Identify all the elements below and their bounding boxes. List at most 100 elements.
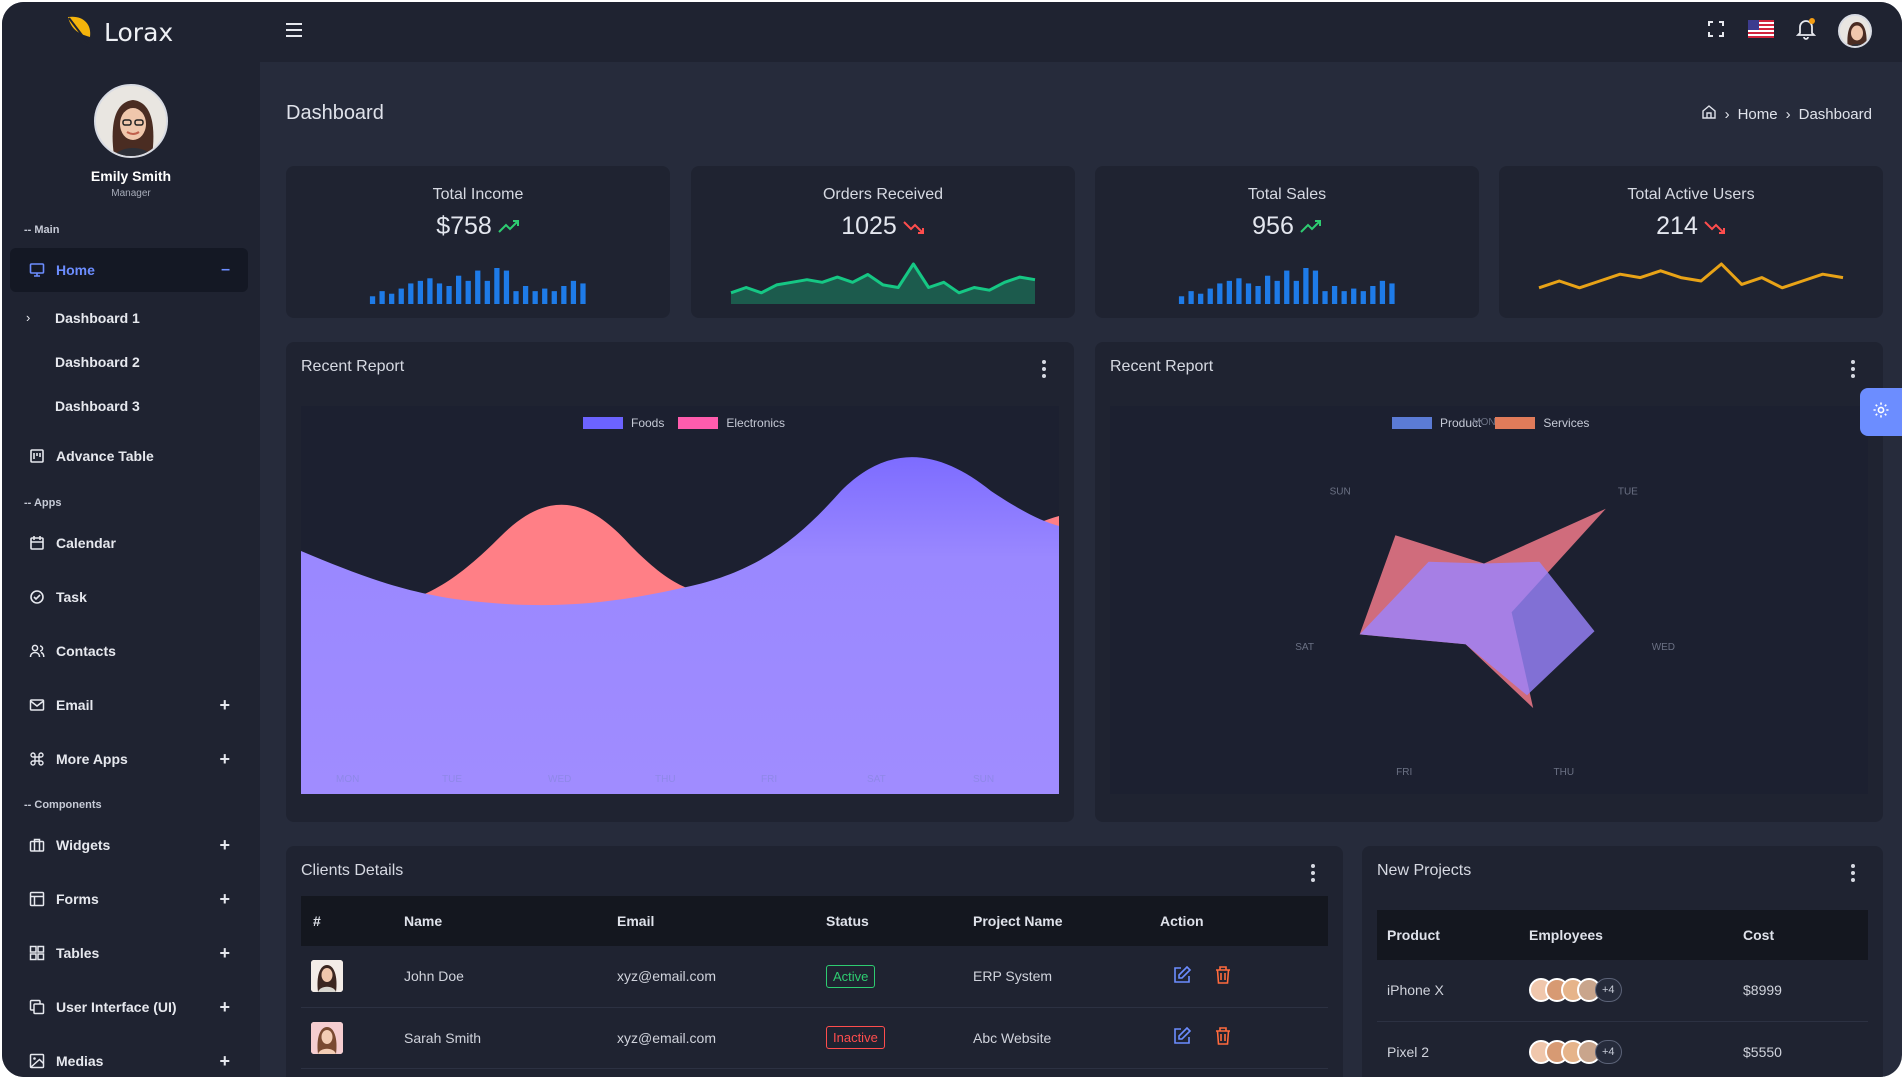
sidebar-item-calendar[interactable]: Calendar	[10, 521, 248, 565]
topbar	[260, 2, 1902, 62]
more-employees-badge[interactable]: +4	[1595, 978, 1622, 1003]
column-header[interactable]: Product	[1377, 910, 1529, 960]
expand-icon[interactable]: +	[219, 888, 230, 909]
area-chart: Foods Electronics MON TUE WED THU FRI	[301, 406, 1059, 794]
more-options-icon[interactable]	[1851, 360, 1855, 378]
legend-label[interactable]: Foods	[631, 416, 665, 430]
sidebar-item-label: Home	[56, 262, 95, 278]
table-header-row: # Name Email Status Project Name Action	[301, 896, 1328, 946]
column-header[interactable]: Project Name	[973, 896, 1160, 946]
expand-icon[interactable]: +	[219, 834, 230, 855]
sidebar-item-email[interactable]: Email +	[10, 683, 248, 727]
expand-icon[interactable]: +	[219, 694, 230, 715]
legend-label[interactable]: Services	[1543, 416, 1590, 430]
more-employees-badge[interactable]: +4	[1595, 1039, 1622, 1064]
clients-table: # Name Email Status Project Name Action	[301, 896, 1328, 1069]
spark-bar	[379, 291, 385, 304]
spark-bar	[1379, 280, 1386, 304]
more-options-icon[interactable]	[1311, 864, 1315, 882]
sidebar-item-contacts[interactable]: Contacts	[10, 629, 248, 673]
us-flag-icon[interactable]	[1748, 19, 1774, 43]
employee-avatar-group[interactable]: +4	[1529, 978, 1743, 1003]
sidebar-item-widgets[interactable]: Widgets +	[10, 823, 248, 867]
spark-bar	[1198, 293, 1204, 304]
sparkline-chart	[1538, 262, 1844, 290]
trend-up-icon	[1300, 212, 1322, 241]
sidebar-item-label: Medias	[56, 1053, 104, 1069]
table-row[interactable]: Sarah Smith xyz@email.com Inactive Abc W…	[301, 1007, 1328, 1069]
sidebar-item-forms[interactable]: Forms +	[10, 877, 248, 921]
section-apps: -- Apps	[24, 497, 62, 509]
more-options-icon[interactable]	[1851, 864, 1855, 882]
expand-icon[interactable]: +	[219, 748, 230, 769]
column-header[interactable]: Cost	[1743, 910, 1868, 960]
expand-icon[interactable]: +	[219, 1050, 230, 1071]
stat-label: Total Active Users	[1627, 186, 1755, 203]
breadcrumb-home[interactable]: Home	[1737, 105, 1778, 123]
settings-panel-toggle[interactable]	[1860, 388, 1902, 436]
projects-table: Product Employees Cost iPhone X	[1377, 910, 1868, 1077]
spark-bar	[580, 283, 586, 304]
sidebar-subitem-dashboard-3[interactable]: Dashboard 3	[55, 398, 140, 414]
stat-number: 956	[1252, 212, 1294, 240]
sidebar-item-task[interactable]: Task	[10, 575, 248, 619]
sidebar-subitem-dashboard-1[interactable]: Dashboard 1	[55, 310, 140, 326]
spark-bar	[456, 275, 462, 304]
spark-bar	[532, 291, 538, 304]
x-axis-ticks: MON TUE WED THU FRI SAT SUN	[336, 774, 994, 785]
delete-icon[interactable]	[1214, 965, 1232, 988]
user-avatar[interactable]	[1838, 14, 1872, 48]
avatar	[311, 960, 343, 993]
spark-bar	[1178, 296, 1185, 304]
expand-icon[interactable]: +	[219, 996, 230, 1017]
avatar[interactable]	[94, 84, 168, 158]
breadcrumb: › Home › Dashboard	[1701, 104, 1872, 124]
edit-icon[interactable]	[1172, 965, 1192, 988]
chevron-right-icon: ›	[1724, 105, 1730, 123]
client-email: xyz@email.com	[617, 1007, 826, 1069]
fullscreen-icon[interactable]	[1706, 19, 1726, 44]
home-icon[interactable]	[1701, 104, 1717, 124]
spark-bar	[1370, 286, 1376, 304]
column-header[interactable]: Employees	[1529, 910, 1743, 960]
bell-icon[interactable]	[1795, 17, 1817, 45]
spark-bar	[1303, 268, 1309, 304]
table-row[interactable]: John Doe xyz@email.com Active ERP System	[301, 946, 1328, 1008]
table-row[interactable]: Pixel 2 +4 $5550	[1377, 1021, 1868, 1077]
stat-card-orders-received: Orders Received 1025	[691, 166, 1075, 318]
legend-swatch-electronics	[678, 417, 719, 429]
panel-title: Clients Details	[301, 862, 404, 879]
more-options-icon[interactable]	[1042, 360, 1046, 378]
sidebar-item-medias[interactable]: Medias +	[10, 1039, 248, 1077]
legend-label[interactable]: Product	[1440, 416, 1482, 430]
brand[interactable]: Lorax	[64, 12, 173, 52]
table-row[interactable]: iPhone X +4 $8999	[1377, 960, 1868, 1022]
expand-icon[interactable]: +	[219, 942, 230, 963]
sidebar-item-home[interactable]: Home –	[10, 248, 248, 292]
sidebar-item-tables[interactable]: Tables +	[10, 931, 248, 975]
sidebar-subitem-dashboard-2[interactable]: Dashboard 2	[55, 354, 140, 370]
column-header[interactable]: Status	[826, 896, 973, 946]
spark-bar	[1322, 291, 1328, 304]
employee-avatar-group[interactable]: +4	[1529, 1039, 1743, 1064]
column-header[interactable]: #	[301, 896, 404, 946]
radar-axis-label: SAT	[1295, 642, 1314, 653]
radar-axis-label: FRI	[1396, 767, 1412, 778]
sidebar-item-user-interface[interactable]: User Interface (UI) +	[10, 985, 248, 1029]
stat-card-total-income: Total Income $758	[286, 166, 670, 318]
edit-icon[interactable]	[1172, 1026, 1192, 1049]
chevron-right-icon: ›	[1785, 105, 1791, 123]
column-header[interactable]: Name	[404, 896, 617, 946]
spark-bar	[446, 286, 452, 304]
column-header[interactable]: Action	[1160, 896, 1328, 946]
delete-icon[interactable]	[1214, 1026, 1232, 1049]
legend-label[interactable]: Electronics	[726, 416, 786, 430]
sidebar-item-advance-table[interactable]: Advance Table	[10, 434, 248, 478]
column-header[interactable]: Email	[617, 896, 826, 946]
collapse-icon[interactable]: –	[221, 261, 230, 278]
spark-bar	[1236, 278, 1242, 304]
radar-chart: Product Services MON TUE WED THU FRI SAT SUN	[1110, 406, 1868, 794]
menu-icon[interactable]	[284, 22, 304, 43]
sidebar-item-more-apps[interactable]: More Apps +	[10, 737, 248, 781]
